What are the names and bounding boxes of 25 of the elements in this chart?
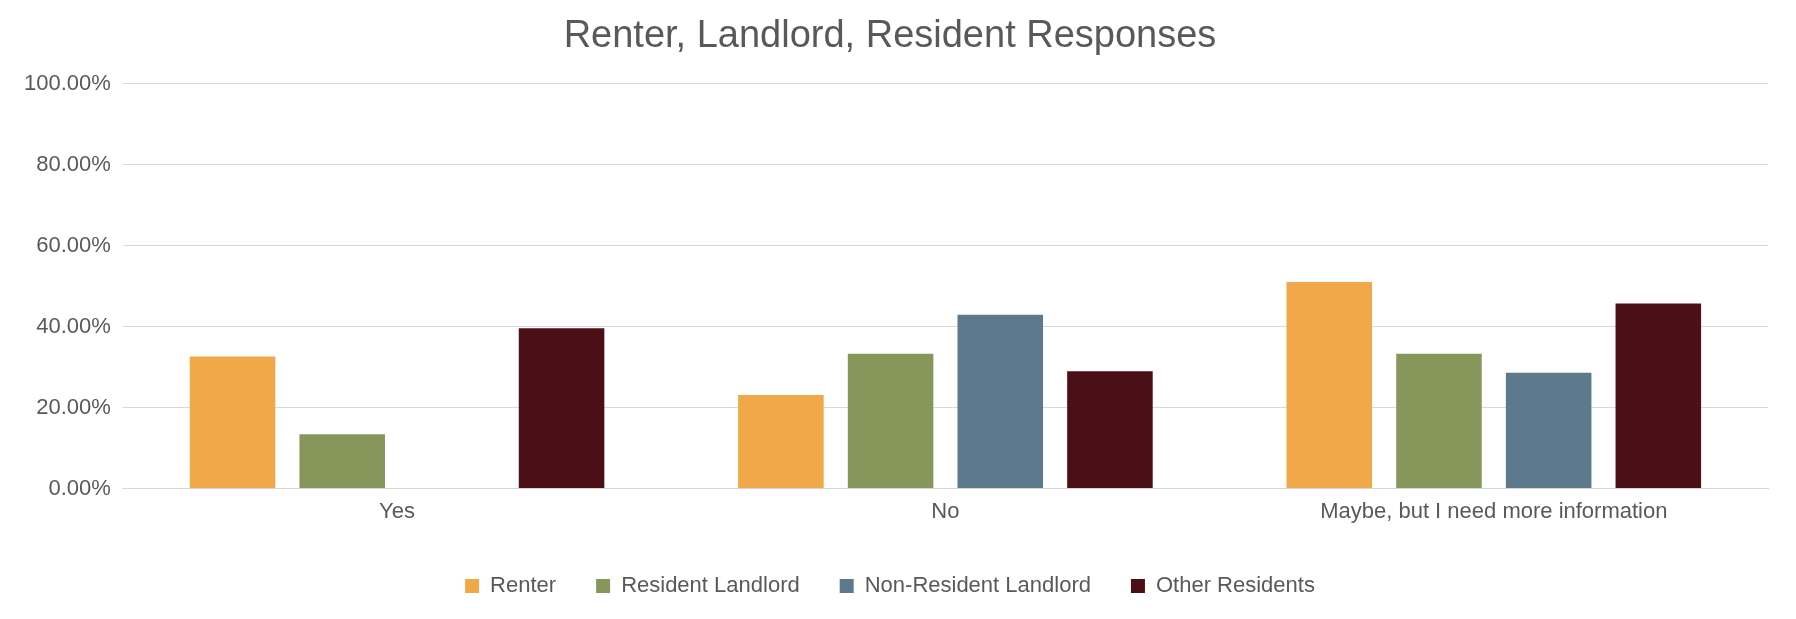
bar bbox=[518, 328, 605, 489]
legend-label: Renter bbox=[490, 572, 557, 598]
bar bbox=[1615, 303, 1702, 489]
bar bbox=[1396, 353, 1482, 489]
x-tick-label: Maybe, but I need more information bbox=[1320, 497, 1668, 523]
bar bbox=[738, 395, 824, 489]
bar bbox=[299, 434, 385, 489]
bar bbox=[1067, 371, 1153, 489]
legend-label: Non-Resident Landlord bbox=[864, 572, 1091, 598]
bar bbox=[1286, 282, 1373, 489]
y-tick-label: 100.00% bbox=[23, 69, 111, 95]
bar bbox=[189, 356, 276, 489]
bar bbox=[847, 353, 934, 489]
bar bbox=[957, 314, 1044, 489]
legend-label: Other Residents bbox=[1155, 572, 1315, 598]
y-tick-label: 60.00% bbox=[36, 231, 111, 257]
bar bbox=[1505, 372, 1592, 489]
y-tick-label: 80.00% bbox=[36, 150, 111, 176]
y-tick-label: 40.00% bbox=[36, 312, 111, 338]
chart-title: Renter, Landlord, Resident Responses bbox=[563, 13, 1217, 56]
legend-label: Resident Landlord bbox=[621, 572, 800, 598]
x-tick-label: No bbox=[931, 497, 960, 523]
x-tick-label: Yes bbox=[379, 497, 415, 523]
y-tick-label: 0.00% bbox=[48, 474, 111, 500]
y-tick-label: 20.00% bbox=[36, 393, 111, 419]
